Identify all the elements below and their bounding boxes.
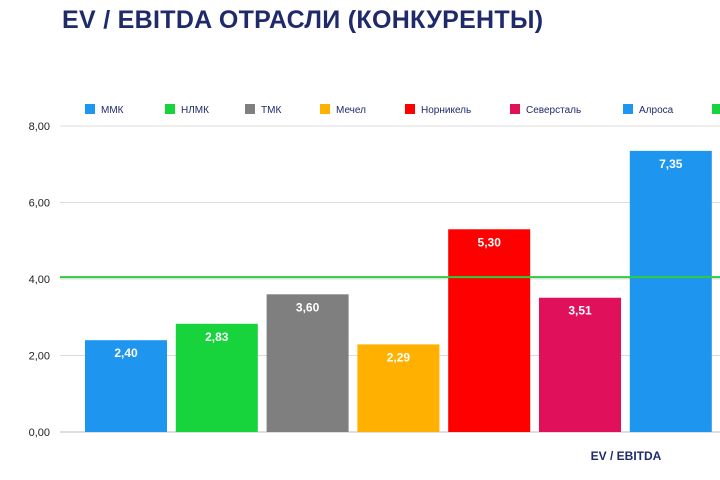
bar-value-label: 2,40 — [114, 346, 138, 360]
bar-value-label: 2,29 — [387, 350, 411, 364]
legend-label: Норникель — [421, 105, 471, 116]
y-tick-label: 2,00 — [29, 351, 50, 363]
legend-swatch — [85, 104, 95, 114]
bar — [539, 297, 621, 432]
legend-label: Северсталь — [526, 105, 581, 116]
legend: ММК НЛМК ТМК Мечел Норникель Северсталь Алроса — [85, 104, 720, 116]
bar — [629, 150, 712, 433]
y-tick-label: 8,00 — [29, 121, 50, 133]
bar — [448, 229, 531, 432]
legend-label: НЛМК — [181, 105, 209, 116]
legend-swatch — [245, 104, 255, 114]
bar-value-label: 7,35 — [659, 157, 683, 171]
y-tick-label: 4,00 — [29, 274, 50, 286]
bar-value-label: 3,51 — [568, 304, 592, 318]
page-title: EV / EBITDA ОТРАСЛИ (КОНКУРЕНТЫ) — [62, 6, 544, 34]
bar — [357, 344, 440, 432]
bars: 2,40 2,83 3,60 2,29 5,30 3,51 7,35 — [85, 150, 712, 433]
legend-label: ТМК — [261, 105, 281, 116]
legend-label: Алроса — [639, 105, 674, 116]
bar-value-label: 5,30 — [478, 235, 502, 249]
bar — [266, 294, 349, 432]
y-tick-label: 6,00 — [29, 198, 50, 210]
legend-swatch — [712, 104, 720, 114]
bar-value-label: 3,60 — [296, 300, 320, 314]
legend-swatch — [510, 104, 520, 114]
legend-label: ММК — [101, 105, 124, 116]
bar — [85, 340, 167, 432]
bar — [175, 323, 258, 432]
y-tick-label: 0,00 — [29, 427, 50, 439]
legend-swatch — [623, 104, 633, 114]
y-axis-ticks: 0,00 2,00 4,00 6,00 8,00 — [29, 121, 50, 439]
legend-swatch — [320, 104, 330, 114]
bar-value-label: 2,83 — [205, 330, 229, 344]
legend-label: Мечел — [336, 105, 366, 116]
legend-swatch — [165, 104, 175, 114]
legend-swatch — [405, 104, 415, 114]
x-axis-label: EV / EBITDA — [591, 449, 662, 463]
